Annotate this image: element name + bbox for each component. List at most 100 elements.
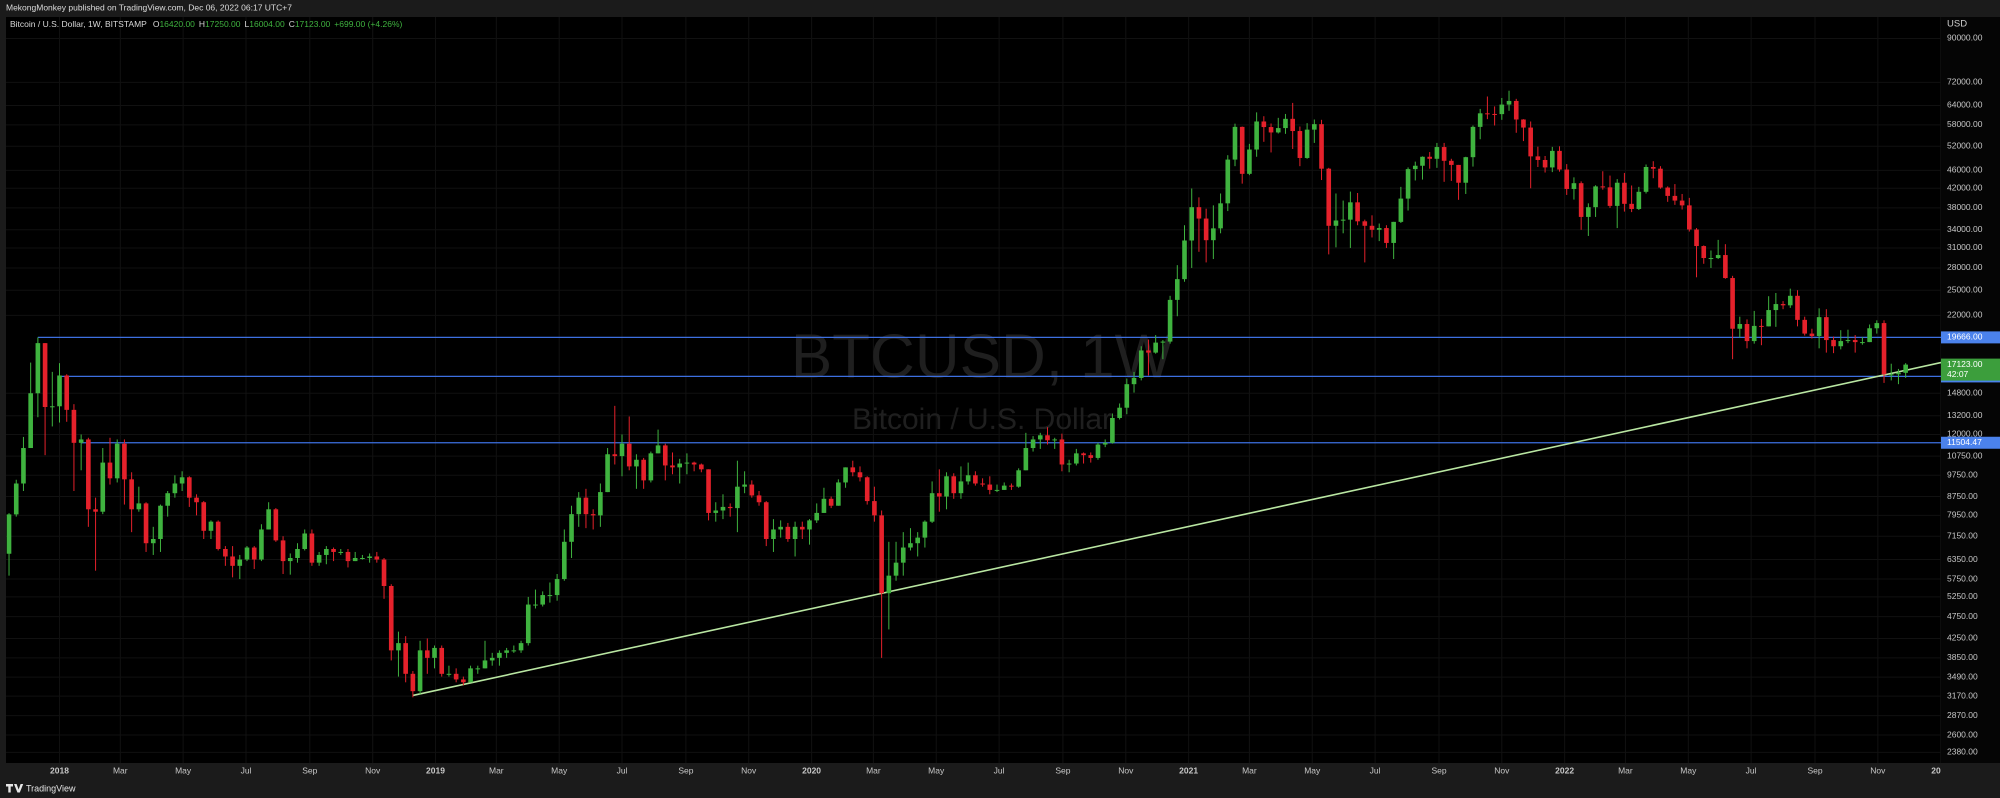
candle-body <box>1348 202 1353 220</box>
candle-body <box>720 506 726 511</box>
candle-body <box>1694 229 1699 247</box>
x-tick-label: Jul <box>1746 765 1757 775</box>
symbol: Bitcoin / U.S. Dollar, 1W, BITSTAMP <box>10 19 147 29</box>
candle-body <box>785 526 791 539</box>
candle-body <box>316 554 322 563</box>
candle-body <box>172 483 178 494</box>
y-tick-label: 6350.00 <box>1947 554 1978 564</box>
candle-body <box>713 510 719 513</box>
candle-body <box>1535 156 1541 160</box>
candle-body <box>735 486 740 509</box>
candle-body <box>1852 340 1858 343</box>
y-tick-label: 13200.00 <box>1947 410 1983 420</box>
candle-body <box>1189 207 1195 241</box>
candle-body <box>569 514 574 542</box>
candle-body <box>511 650 517 652</box>
x-tick-label: 2018 <box>50 765 69 775</box>
candle-body <box>857 472 863 478</box>
candle-body <box>1650 167 1656 169</box>
candle-body <box>223 548 228 557</box>
candle-body <box>1492 113 1497 115</box>
candle-body <box>1117 407 1122 418</box>
x-tick-label: 2023 <box>1931 765 1950 775</box>
candle-body <box>706 469 711 513</box>
ohlc-key: O <box>153 19 160 29</box>
candle-body <box>1131 377 1137 385</box>
x-tick-label: Nov <box>1118 765 1134 775</box>
candle-body <box>1831 340 1836 347</box>
candle-body <box>1787 295 1793 306</box>
candle-body <box>749 484 755 496</box>
candle-body <box>410 673 416 692</box>
candle-body <box>1297 131 1303 158</box>
candle-body <box>165 493 170 506</box>
candle-body <box>1376 228 1382 230</box>
candle-body <box>49 406 55 408</box>
candle-body <box>626 443 632 467</box>
x-tick-label: Sep <box>1055 765 1070 775</box>
candle-body <box>179 477 185 484</box>
candle-body <box>886 575 892 594</box>
candle-body <box>1586 207 1591 217</box>
candle-body <box>1715 255 1721 259</box>
candle-body <box>850 467 856 473</box>
y-tick-label: 12000.00 <box>1947 429 1983 439</box>
candle-body <box>1016 470 1021 487</box>
candle-body <box>951 476 957 494</box>
x-tick-label: Mar <box>866 765 881 775</box>
candle-body <box>150 538 156 544</box>
candle-body <box>1795 295 1800 320</box>
candle-body <box>345 551 351 562</box>
candle-body <box>771 529 776 539</box>
candle-body <box>763 502 769 539</box>
candle-body <box>807 520 812 530</box>
candle-body <box>648 453 654 481</box>
x-tick-label: Jul <box>241 765 252 775</box>
candle-body <box>1362 221 1368 226</box>
candle-body <box>208 521 214 531</box>
candle-body <box>388 586 394 651</box>
y-tick-label: 72000.00 <box>1947 77 1983 87</box>
candle-body <box>324 548 329 555</box>
candle-body <box>1211 228 1216 241</box>
candle-body <box>1643 167 1649 192</box>
candle-body <box>1427 156 1433 159</box>
x-tick-label: Mar <box>1618 765 1633 775</box>
candle-body <box>1045 435 1050 441</box>
y-tick-label: 5750.00 <box>1947 573 1978 583</box>
candle-body <box>1636 191 1642 209</box>
candle-body <box>215 521 221 549</box>
y-tick-label: 9750.00 <box>1947 470 1978 480</box>
x-tick-label: 2022 <box>1555 765 1574 775</box>
candle-body <box>1456 164 1461 183</box>
candle-body <box>1074 453 1079 464</box>
candle-body <box>446 673 452 675</box>
candle-body <box>958 481 964 494</box>
level-label: 11504.47 <box>1947 437 1982 447</box>
candle-body <box>1138 350 1144 378</box>
candle-body <box>468 668 473 683</box>
x-tick-label: Mar <box>113 765 128 775</box>
candle-body <box>1564 169 1570 189</box>
candle-body <box>1838 341 1844 347</box>
candle-body <box>1095 444 1101 458</box>
candle-body <box>1549 150 1555 168</box>
candle-body <box>1759 325 1764 327</box>
candle-body <box>1903 364 1908 373</box>
y-tick-label: 34000.00 <box>1947 224 1983 234</box>
candle-body <box>684 462 690 464</box>
candle-body <box>489 657 495 661</box>
candle-body <box>396 643 401 651</box>
candle-body <box>302 533 308 549</box>
candle-body <box>691 462 697 465</box>
y-tick-label: 28000.00 <box>1947 262 1983 272</box>
candle-body <box>814 512 820 521</box>
candle-body <box>1182 240 1187 280</box>
candle-body <box>655 445 661 454</box>
candle-body <box>1607 187 1613 206</box>
candle-body <box>1146 350 1151 353</box>
y-tick-label: 58000.00 <box>1947 119 1983 129</box>
y-tick-label: 14800.00 <box>1947 387 1983 397</box>
candle-body <box>475 668 481 670</box>
candle-body <box>1824 317 1829 341</box>
